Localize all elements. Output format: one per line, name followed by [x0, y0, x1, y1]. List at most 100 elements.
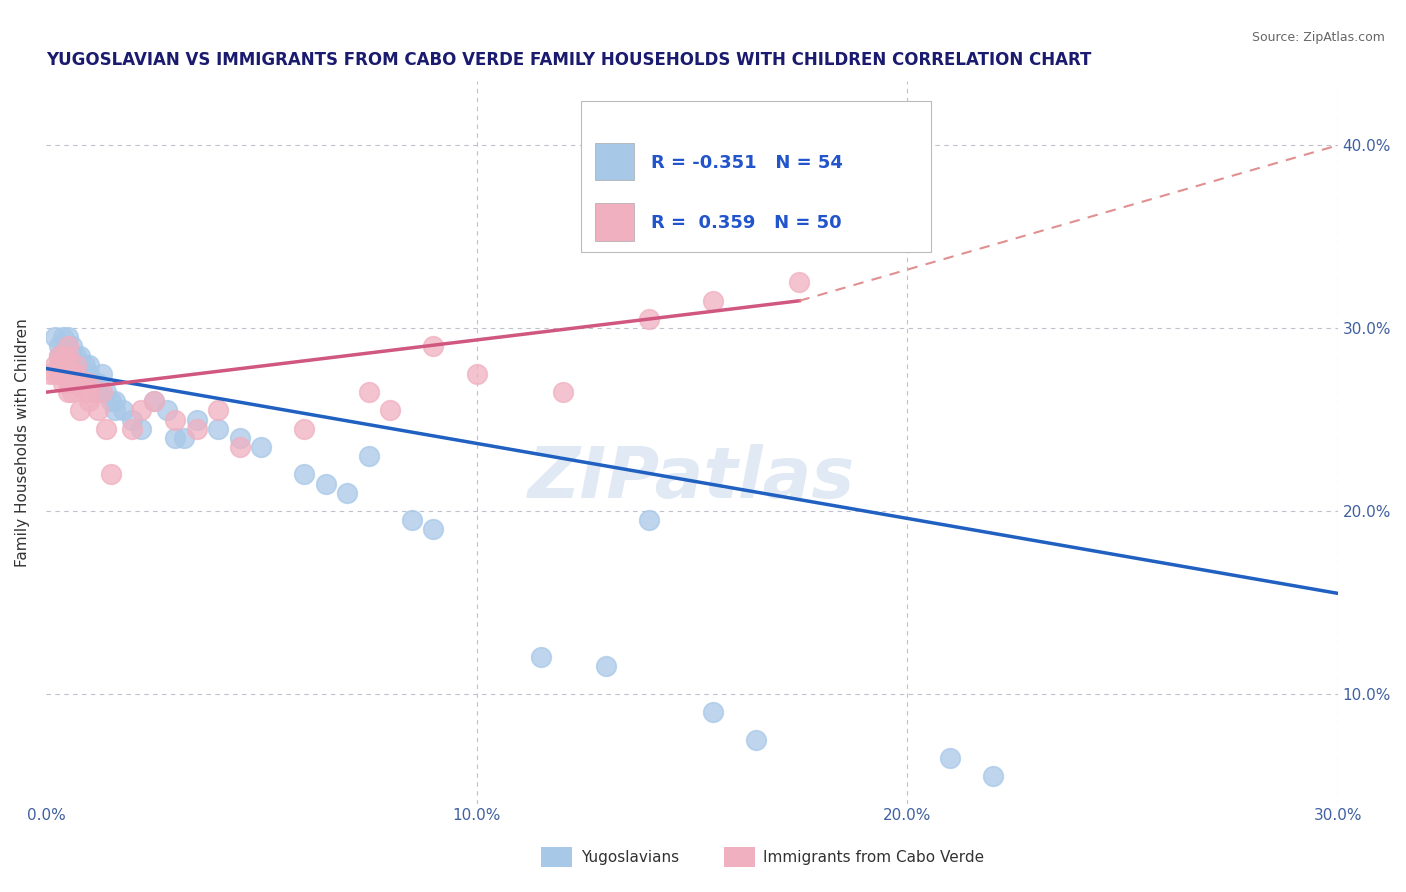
Point — [48, 339, 70, 353]
Point — [465, 367, 488, 381]
Point — [65, 358, 87, 372]
Point — [165, 431, 187, 445]
Point — [702, 293, 724, 308]
Point — [56, 330, 79, 344]
Point — [173, 431, 195, 445]
Point — [60, 349, 83, 363]
Point — [65, 349, 87, 363]
Text: R = -0.351   N = 54: R = -0.351 N = 54 — [651, 153, 842, 171]
Point — [250, 440, 273, 454]
Point — [637, 513, 659, 527]
Point — [530, 650, 553, 665]
Point — [52, 367, 75, 381]
Point — [637, 312, 659, 326]
Point — [939, 751, 962, 765]
Point — [100, 467, 122, 482]
Point — [357, 385, 380, 400]
Point — [595, 659, 617, 673]
Y-axis label: Family Households with Children: Family Households with Children — [15, 318, 30, 566]
Point — [86, 385, 108, 400]
Point — [77, 385, 100, 400]
Point — [77, 358, 100, 372]
Point — [56, 367, 79, 381]
Point — [56, 349, 79, 363]
Point — [52, 358, 75, 372]
Point — [65, 367, 87, 381]
Point — [96, 422, 118, 436]
Point — [745, 732, 768, 747]
Point — [336, 485, 359, 500]
Point — [207, 403, 229, 417]
Point — [65, 376, 87, 390]
Point — [48, 349, 70, 363]
Point — [357, 449, 380, 463]
Point — [981, 769, 1004, 783]
Point — [44, 367, 66, 381]
Point — [422, 522, 444, 536]
Point — [77, 367, 100, 381]
Point — [789, 276, 811, 290]
Point — [65, 367, 87, 381]
Text: ZIPatlas: ZIPatlas — [529, 444, 855, 513]
Point — [65, 358, 87, 372]
Point — [91, 385, 114, 400]
Point — [60, 358, 83, 372]
Text: YUGOSLAVIAN VS IMMIGRANTS FROM CABO VERDE FAMILY HOUSEHOLDS WITH CHILDREN CORREL: YUGOSLAVIAN VS IMMIGRANTS FROM CABO VERD… — [46, 51, 1091, 69]
Point — [104, 403, 127, 417]
Point — [165, 412, 187, 426]
Point — [44, 330, 66, 344]
Point — [186, 412, 208, 426]
Point — [121, 422, 143, 436]
Point — [56, 358, 79, 372]
Point — [77, 394, 100, 409]
Point — [186, 422, 208, 436]
Text: R =  0.359   N = 50: R = 0.359 N = 50 — [651, 214, 842, 232]
Point — [48, 367, 70, 381]
Point — [401, 513, 423, 527]
Point — [86, 403, 108, 417]
Point — [380, 403, 402, 417]
Point — [60, 367, 83, 381]
Point — [73, 367, 96, 381]
Point — [48, 349, 70, 363]
Point — [39, 367, 62, 381]
Point — [52, 358, 75, 372]
Point — [702, 705, 724, 719]
Point — [52, 376, 75, 390]
Point — [129, 403, 152, 417]
Point — [228, 440, 250, 454]
Point — [69, 403, 91, 417]
Point — [86, 376, 108, 390]
Point — [69, 367, 91, 381]
Point — [853, 175, 876, 189]
Point — [56, 339, 79, 353]
Point — [56, 376, 79, 390]
Point — [82, 376, 104, 390]
Point — [52, 330, 75, 344]
Point — [56, 339, 79, 353]
Point — [73, 385, 96, 400]
Point — [77, 376, 100, 390]
Point — [292, 422, 315, 436]
Text: Source: ZipAtlas.com: Source: ZipAtlas.com — [1251, 31, 1385, 45]
Point — [315, 476, 337, 491]
Point — [292, 467, 315, 482]
Point — [52, 349, 75, 363]
Point — [121, 412, 143, 426]
Point — [69, 349, 91, 363]
Point — [112, 403, 135, 417]
Point — [104, 394, 127, 409]
Point — [60, 376, 83, 390]
Text: Yugoslavians: Yugoslavians — [581, 850, 679, 864]
Point — [142, 394, 165, 409]
Point — [551, 385, 574, 400]
Point — [60, 339, 83, 353]
Point — [69, 358, 91, 372]
Point — [155, 403, 177, 417]
Point — [228, 431, 250, 445]
Point — [129, 422, 152, 436]
Point — [100, 394, 122, 409]
Point — [73, 358, 96, 372]
Point — [56, 385, 79, 400]
Point — [77, 376, 100, 390]
